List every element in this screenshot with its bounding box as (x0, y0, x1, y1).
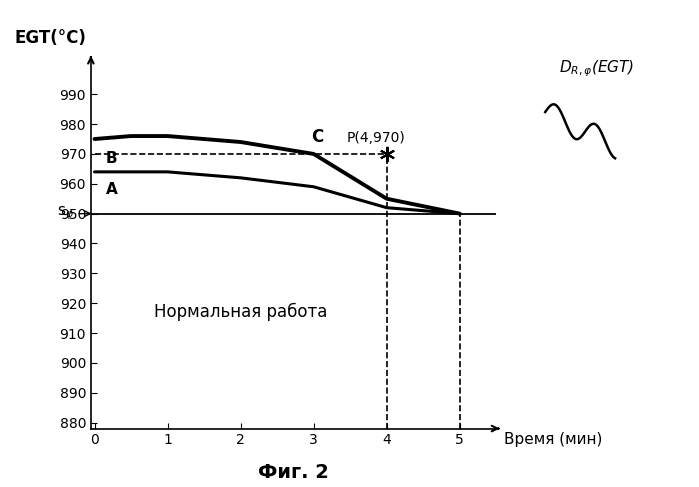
Text: EGT(°C): EGT(°C) (15, 29, 87, 47)
Text: A: A (106, 182, 117, 197)
Text: s$_\varphi$: s$_\varphi$ (57, 205, 74, 223)
Text: P(4,970): P(4,970) (347, 131, 405, 145)
Text: B: B (106, 151, 117, 166)
Text: $D_{R,\varphi}$(EGT): $D_{R,\varphi}$(EGT) (559, 58, 635, 79)
Text: C: C (311, 129, 324, 147)
Text: Фиг. 2: Фиг. 2 (258, 463, 329, 482)
Text: Нормальная работа: Нормальная работа (154, 303, 327, 321)
Text: Время (мин): Время (мин) (505, 432, 603, 447)
